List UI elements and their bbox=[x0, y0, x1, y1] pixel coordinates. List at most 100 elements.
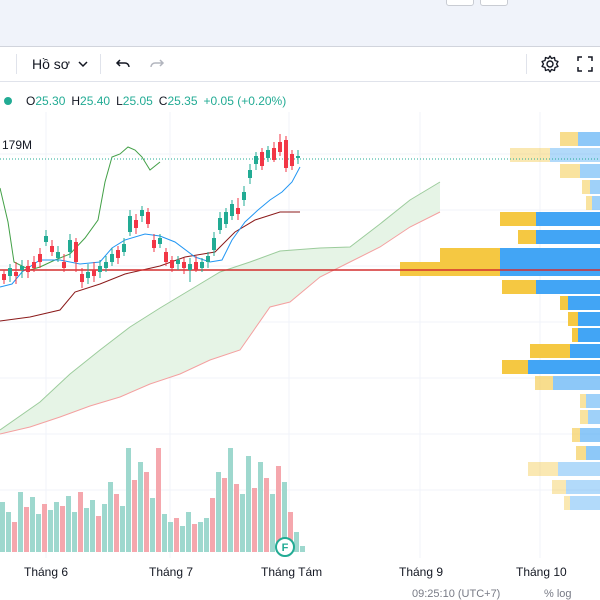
volume-bar bbox=[0, 502, 5, 552]
profile-dropdown[interactable]: Hồ sơ bbox=[32, 47, 88, 81]
candle bbox=[290, 150, 294, 170]
candle bbox=[266, 146, 270, 162]
volume-bar bbox=[150, 498, 155, 552]
scale-toggle[interactable]: % log bbox=[544, 588, 572, 600]
candle bbox=[50, 240, 54, 256]
candle bbox=[194, 256, 198, 272]
close-key: C bbox=[158, 94, 168, 108]
candle bbox=[26, 260, 30, 278]
low-value: 25.05 bbox=[122, 94, 153, 108]
volume-bar bbox=[300, 546, 305, 552]
candle bbox=[86, 264, 90, 284]
candle bbox=[224, 208, 228, 228]
high-key: H bbox=[71, 94, 81, 108]
volume-profile-row bbox=[500, 212, 600, 226]
redo-icon bbox=[150, 59, 165, 68]
gear-icon bbox=[541, 55, 559, 73]
volume-profile-row bbox=[582, 180, 600, 194]
undo-icon bbox=[115, 59, 130, 68]
time-axis[interactable]: Tháng 6 Tháng 7 Tháng Tám Tháng 9 Tháng … bbox=[0, 560, 600, 584]
volume-bars bbox=[0, 448, 305, 552]
candle bbox=[260, 148, 264, 170]
x-tick-label: Tháng 6 bbox=[24, 565, 69, 579]
volume-bar bbox=[228, 448, 233, 552]
candle bbox=[110, 248, 114, 266]
high-value: 25.40 bbox=[80, 94, 111, 108]
volume-profile-row bbox=[518, 230, 600, 244]
volume-bar bbox=[186, 512, 191, 552]
candle bbox=[254, 152, 258, 170]
settings-button[interactable] bbox=[540, 47, 560, 81]
volume-bar bbox=[84, 508, 89, 552]
candle bbox=[116, 246, 120, 264]
volume-bar bbox=[216, 472, 221, 552]
event-marker[interactable]: F bbox=[275, 537, 295, 557]
volume-profile-row bbox=[564, 496, 600, 510]
volume-bar bbox=[156, 448, 161, 552]
volume-bar bbox=[204, 518, 209, 552]
volume-bar bbox=[120, 506, 125, 552]
volume-profile-row bbox=[530, 344, 600, 358]
candle bbox=[278, 134, 282, 156]
volume-bar bbox=[78, 492, 83, 552]
volume-bar bbox=[264, 478, 269, 552]
candle bbox=[212, 232, 216, 256]
candle bbox=[182, 258, 186, 274]
bottom-bar: 09:25:10 (UTC+7) % log bbox=[0, 588, 600, 600]
volume-profile-row bbox=[572, 428, 600, 442]
x-tick-label: Tháng Tám bbox=[261, 565, 323, 579]
candle bbox=[98, 260, 102, 278]
volume-bar bbox=[276, 466, 281, 552]
volume-bar bbox=[48, 510, 53, 552]
redo-button[interactable] bbox=[148, 47, 166, 81]
candle bbox=[200, 258, 204, 272]
event-marker-label: F bbox=[282, 542, 289, 554]
volume-bar bbox=[36, 514, 41, 552]
volume-bar bbox=[258, 462, 263, 552]
volume-bar bbox=[222, 478, 227, 552]
top-button-2[interactable] bbox=[480, 0, 508, 6]
volume-label: 179M bbox=[2, 138, 33, 152]
x-tick-label: Tháng 9 bbox=[399, 565, 444, 579]
volume-bar bbox=[294, 532, 299, 552]
candle bbox=[32, 256, 36, 272]
volume-bar bbox=[126, 448, 131, 552]
volume-profile-row bbox=[560, 164, 600, 178]
volume-bar bbox=[198, 522, 203, 552]
volume-bar bbox=[30, 497, 35, 552]
volume-profile-row bbox=[560, 132, 600, 146]
candle bbox=[236, 198, 240, 220]
candle bbox=[176, 256, 180, 270]
volume-bar bbox=[6, 512, 11, 552]
price-chart[interactable]: F bbox=[0, 112, 600, 558]
candle bbox=[74, 238, 78, 272]
chart-toolbar: Hồ sơ bbox=[0, 47, 600, 82]
candle bbox=[272, 142, 276, 162]
top-button-1[interactable] bbox=[446, 0, 474, 6]
volume-profile-row bbox=[568, 312, 600, 326]
toolbar-divider bbox=[16, 54, 17, 74]
fullscreen-button[interactable] bbox=[576, 47, 594, 81]
volume-bar bbox=[18, 492, 23, 552]
volume-bar bbox=[12, 522, 17, 552]
close-value: 25.35 bbox=[167, 94, 198, 108]
senkou-span-a bbox=[0, 181, 441, 431]
volume-bar bbox=[168, 522, 173, 552]
clock-text[interactable]: 09:25:10 (UTC+7) bbox=[412, 588, 501, 600]
volume-bar bbox=[96, 516, 101, 552]
volume-bar bbox=[252, 488, 257, 552]
toolbar-divider bbox=[526, 54, 527, 74]
senkou-span-b bbox=[0, 211, 441, 435]
volume-profile-row bbox=[528, 462, 600, 476]
volume-profile-row bbox=[576, 446, 600, 460]
candle bbox=[152, 234, 156, 252]
undo-button[interactable] bbox=[114, 47, 132, 81]
candle bbox=[218, 212, 222, 234]
volume-bar bbox=[108, 482, 113, 552]
volume-bar bbox=[210, 498, 215, 552]
volume-profile-row bbox=[552, 480, 600, 494]
volume-bar bbox=[192, 524, 197, 552]
chikou-span bbox=[0, 146, 161, 271]
volume-bar bbox=[24, 507, 29, 552]
volume-profile-row bbox=[560, 296, 600, 310]
